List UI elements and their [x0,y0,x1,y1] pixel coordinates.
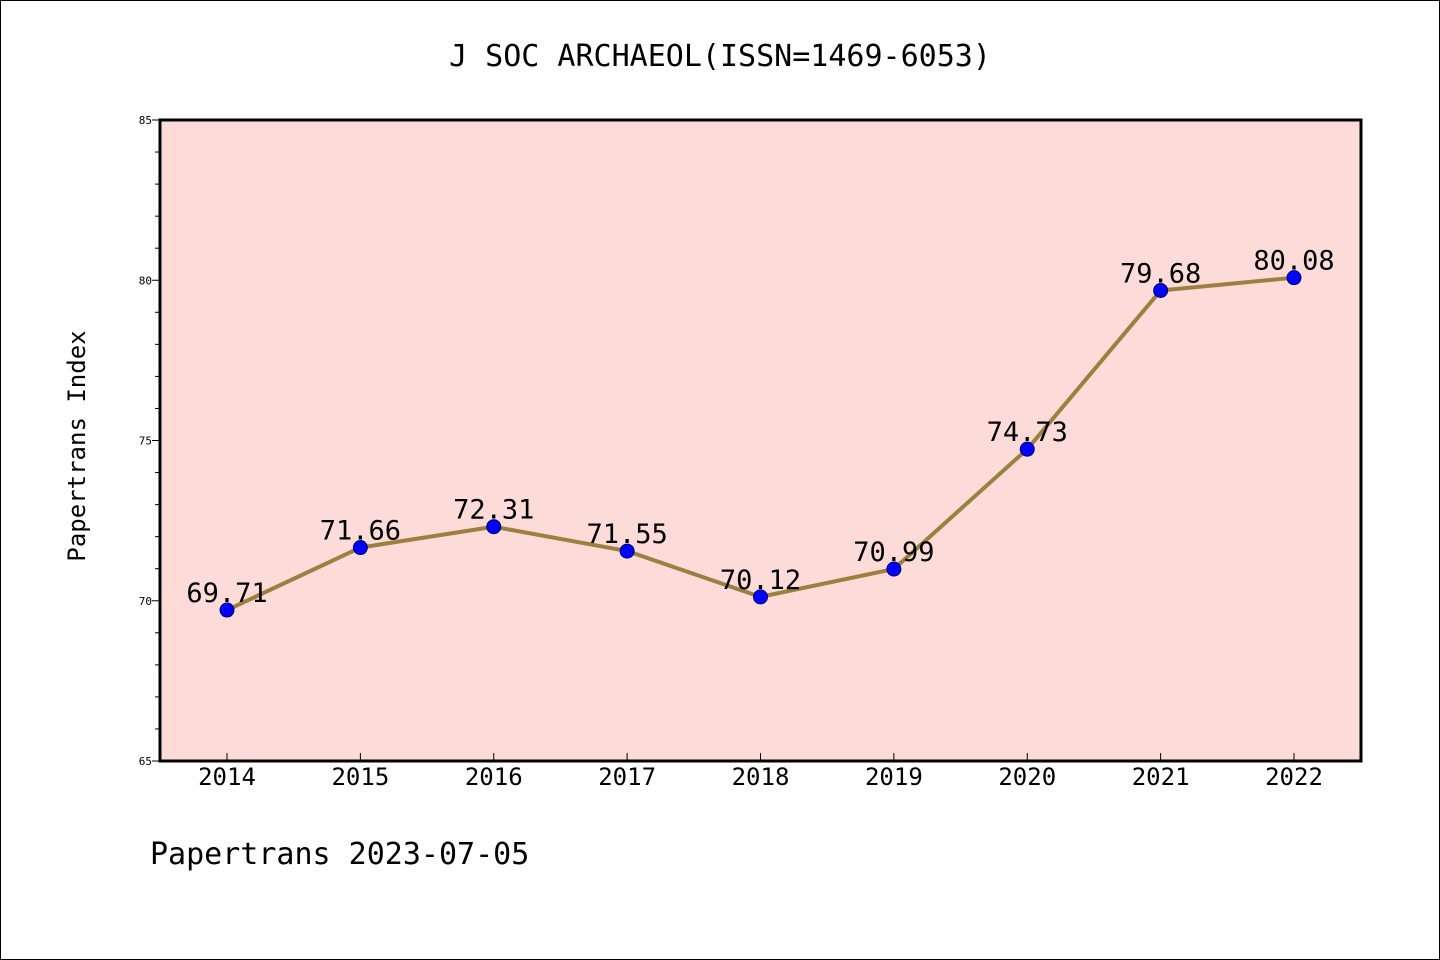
data-point [219,602,235,618]
x-tick-label: 2017 [598,763,656,791]
data-label: 72.31 [453,495,534,526]
data-point [1286,270,1302,286]
chart-title: J SOC ARCHAEOL(ISSN=1469-6053) [449,39,991,74]
footer-text: Papertrans 2023-07-05 [150,837,529,872]
y-axis: 65 70 75 80 85 [139,114,160,768]
data-point [1019,441,1035,457]
x-axis: 2014 2015 2016 2017 2018 2019 2020 2021 2022 [198,753,1323,791]
data-label: 70.99 [853,537,934,568]
data-label: 71.55 [586,519,667,550]
y-tick-label: 75 [139,435,152,448]
y-tick-label: 70 [139,595,152,608]
y-tick-label: 85 [139,114,152,127]
x-tick-label: 2021 [1132,763,1190,791]
y-axis-label: Papertrans Index [63,330,91,561]
x-tick-label: 2022 [1265,763,1323,791]
series-layer: 69.71 71.66 72.31 71.55 70.12 70.99 74.73 79.68… [186,246,1335,618]
data-label: 70.12 [720,565,801,596]
x-tick-label: 2014 [198,763,256,791]
data-label: 71.66 [320,516,401,547]
data-label: 74.73 [987,417,1068,448]
x-tick-label: 2015 [331,763,389,791]
y-tick-label: 80 [139,274,152,287]
data-label: 80.08 [1253,246,1334,277]
x-tick-label: 2018 [732,763,790,791]
x-tick-label: 2020 [998,763,1056,791]
data-label: 79.68 [1120,259,1201,290]
data-point [886,561,902,577]
data-point [486,519,502,535]
data-point [753,589,768,605]
y-tick-label: 65 [139,755,152,768]
data-label: 69.71 [186,578,267,609]
x-tick-label: 2019 [865,763,923,791]
data-point [352,540,368,556]
plot-area [160,120,1361,761]
data-point [619,543,635,559]
plot-frame [158,118,1363,763]
data-point [1153,283,1169,299]
x-tick-label: 2016 [465,763,523,791]
